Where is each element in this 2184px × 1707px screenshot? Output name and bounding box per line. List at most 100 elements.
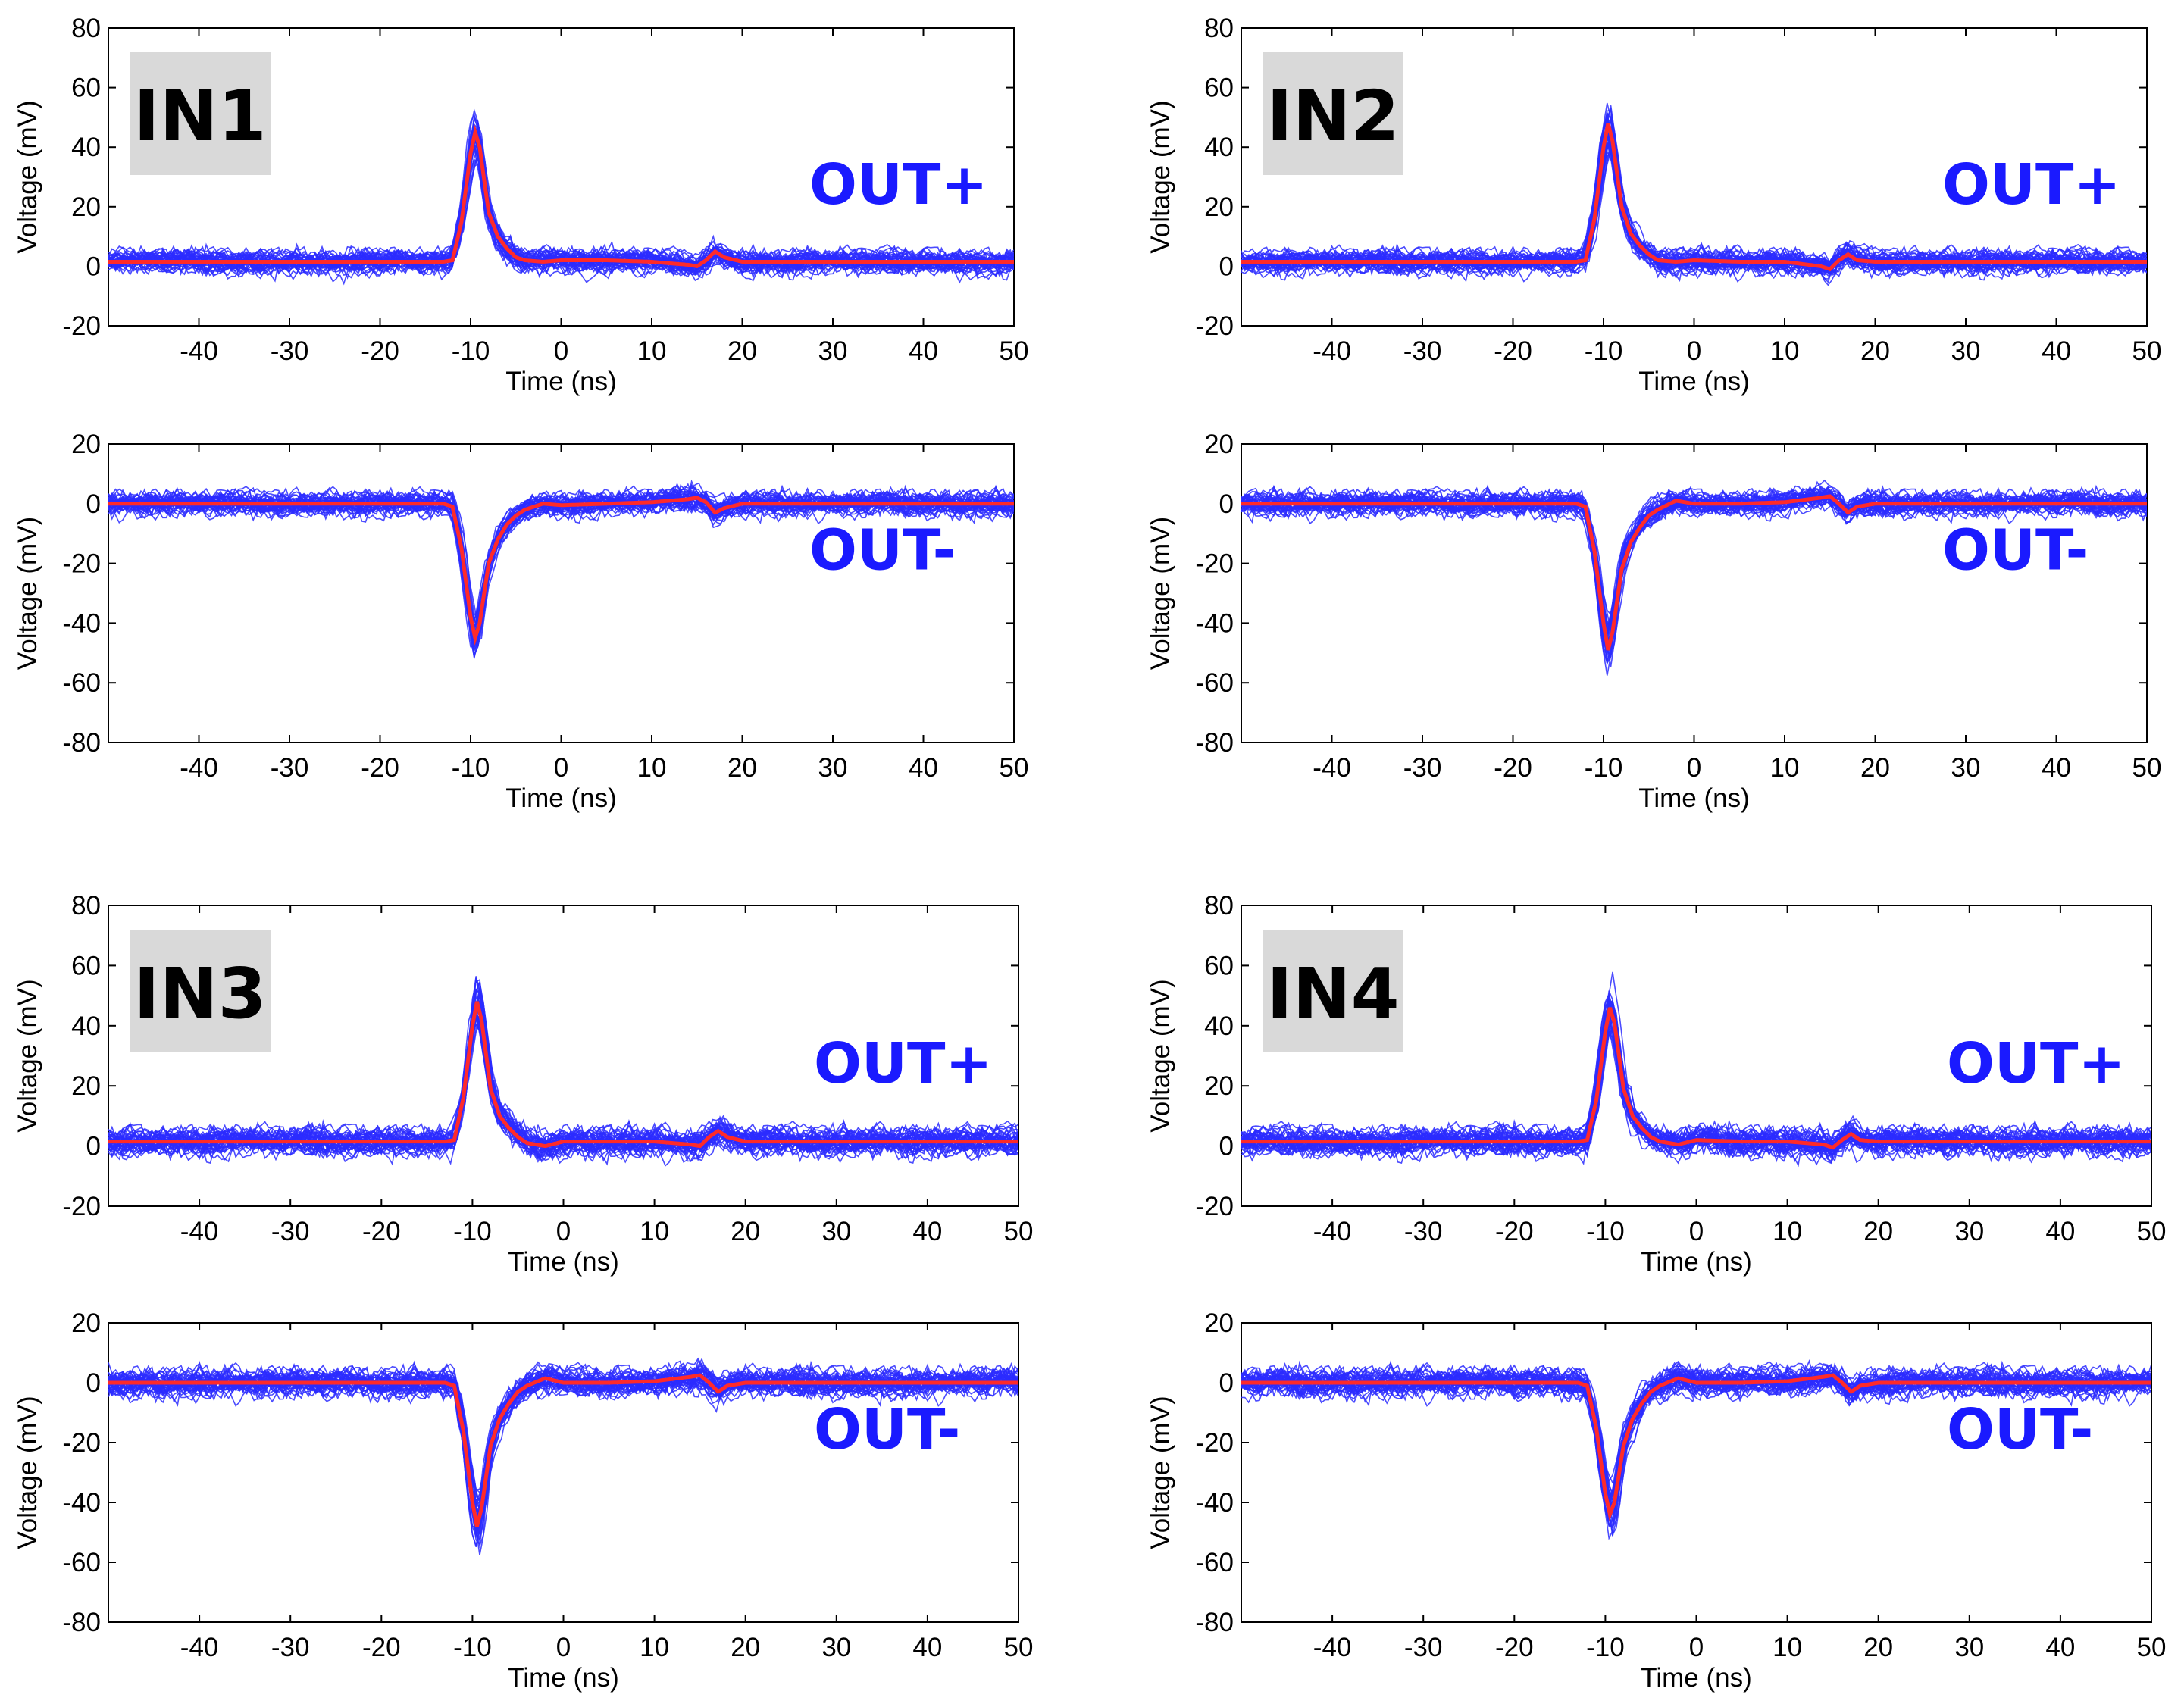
y-tick-label: 40 — [1204, 133, 1234, 162]
output-channel-label: OUT+ — [814, 1031, 992, 1096]
x-tick-label: 0 — [554, 753, 568, 783]
y-tick-label: -40 — [62, 1488, 101, 1518]
x-tick-label: -40 — [180, 336, 218, 366]
x-tick-label: 0 — [1687, 753, 1701, 783]
x-tick-label: -20 — [1495, 1217, 1534, 1246]
y-tick-label: -40 — [1195, 1488, 1234, 1518]
x-tick-label: -40 — [1313, 336, 1351, 366]
y-tick-label: -80 — [1195, 728, 1234, 758]
x-tick-label: -10 — [453, 1633, 492, 1662]
panel-in2-out-plus: -20 0 20 40 60 80 -40 -30 -20 -10 0 10 20 30 40 50 Time … — [1146, 14, 2161, 396]
y-tick-label: 80 — [71, 891, 101, 921]
x-tick-label: 0 — [1689, 1633, 1704, 1662]
y-tick-label: 80 — [71, 14, 101, 43]
x-tick-label: -10 — [1585, 753, 1623, 783]
panel-in4-out-plus: -20 0 20 40 60 80 -40 -30 -20 -10 0 10 20 30 40 50 Time … — [1146, 891, 2166, 1277]
x-axis-title: Time (ns) — [1638, 367, 1749, 396]
single-shot-trace — [108, 1360, 1018, 1518]
x-tick-label: 50 — [2137, 1217, 2167, 1246]
x-tick-label: 10 — [637, 753, 667, 783]
output-channel-label: OUT- — [809, 517, 956, 583]
x-tick-label: -30 — [271, 753, 309, 783]
x-tick-label: 10 — [640, 1633, 669, 1662]
x-tick-label: 50 — [1000, 336, 1029, 366]
trace-group — [1241, 479, 2147, 676]
input-tag-box — [1263, 930, 1403, 1052]
x-tick-label: 40 — [2042, 753, 2071, 783]
x-tick-label: 10 — [1773, 1633, 1802, 1662]
y-axis-title: Voltage (mV) — [1146, 979, 1175, 1132]
x-tick-label: -20 — [362, 1217, 401, 1246]
x-tick-label: 30 — [1951, 753, 1981, 783]
y-axis-title: Voltage (mV) — [1146, 1396, 1175, 1549]
y-axis-title: Voltage (mV) — [13, 979, 42, 1132]
y-tick-label: 60 — [71, 951, 101, 980]
average-trace — [108, 496, 1014, 646]
x-tick-label: 50 — [1004, 1217, 1034, 1246]
x-tick-label: 40 — [2045, 1633, 2075, 1662]
x-tick-label: -30 — [1404, 1217, 1443, 1246]
single-shot-trace — [108, 145, 1014, 279]
x-tick-label: 10 — [1770, 336, 1800, 366]
x-tick-label: -10 — [1586, 1633, 1625, 1662]
y-tick-label: -80 — [1195, 1608, 1234, 1637]
x-tick-label: 20 — [1860, 753, 1890, 783]
y-tick-label: -40 — [1195, 608, 1234, 638]
x-tick-label: -10 — [452, 753, 490, 783]
input-tag-box — [1263, 52, 1403, 175]
x-tick-label: 10 — [637, 336, 667, 366]
y-tick-label: 60 — [1204, 951, 1234, 980]
output-channel-label: OUT+ — [1942, 152, 2120, 217]
output-channel-label: OUT- — [814, 1397, 960, 1462]
x-tick-label: -40 — [1313, 1633, 1352, 1662]
single-shot-trace — [108, 1364, 1018, 1526]
x-tick-label: 0 — [1687, 336, 1701, 366]
x-tick-label: -40 — [180, 1217, 219, 1246]
y-tick-label: 80 — [1204, 14, 1234, 43]
x-tick-label: 0 — [556, 1633, 571, 1662]
x-tick-label: 40 — [909, 753, 938, 783]
x-tick-label: -30 — [271, 1633, 310, 1662]
y-tick-label: 0 — [86, 1368, 101, 1398]
x-tick-label: 20 — [727, 753, 757, 783]
y-tick-label: 60 — [1204, 73, 1234, 103]
x-tick-label: -10 — [452, 336, 490, 366]
x-tick-label: 10 — [1770, 753, 1800, 783]
y-tick-label: -20 — [62, 1428, 101, 1458]
average-trace — [1241, 494, 2147, 651]
trace-group — [108, 976, 1018, 1167]
y-tick-label: 20 — [71, 192, 101, 222]
x-tick-label: -20 — [362, 1633, 401, 1662]
x-tick-label: 30 — [1951, 336, 1981, 366]
average-trace — [108, 1001, 1018, 1149]
x-tick-label: -40 — [1313, 1217, 1352, 1246]
single-shot-trace — [1241, 490, 2147, 632]
x-tick-label: 40 — [912, 1633, 942, 1662]
input-tag-label: IN2 — [1266, 76, 1399, 157]
y-tick-label: 60 — [71, 73, 101, 103]
x-tick-label: 40 — [2042, 336, 2071, 366]
average-trace — [108, 1373, 1018, 1527]
input-tag-label: IN4 — [1266, 953, 1399, 1034]
x-tick-label: -30 — [271, 1217, 310, 1246]
x-axis-title: Time (ns) — [505, 367, 616, 396]
x-tick-label: 40 — [2045, 1217, 2075, 1246]
single-shot-trace — [108, 486, 1014, 642]
x-tick-label: 20 — [1860, 336, 1890, 366]
input-tag-label: IN1 — [133, 76, 266, 157]
x-tick-label: -20 — [1494, 753, 1532, 783]
single-shot-trace — [1241, 999, 2151, 1159]
y-tick-label: 0 — [86, 1132, 101, 1161]
output-channel-label: OUT- — [1942, 517, 2089, 583]
x-axis-title: Time (ns) — [505, 783, 616, 813]
x-tick-label: -40 — [1313, 753, 1351, 783]
plot-frame — [1241, 443, 2148, 743]
x-axis-title: Time (ns) — [508, 1663, 618, 1693]
x-tick-label: 20 — [731, 1217, 760, 1246]
single-shot-trace — [1241, 485, 2147, 648]
trace-group — [1241, 1358, 2151, 1540]
input-tag-box — [130, 930, 271, 1052]
panel-in1-out-minus: -80 -60 -40 -20 0 20 -40 -30 -20 -10 0 10 20 30 40 50 Ti… — [13, 430, 1028, 813]
input-tag-label: IN3 — [133, 953, 266, 1034]
x-tick-label: -30 — [1403, 336, 1442, 366]
